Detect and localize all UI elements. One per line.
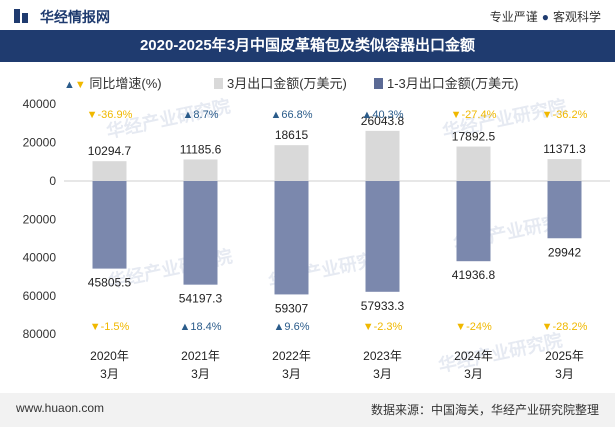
- growth-ytd-label: ▼-2.3%: [363, 321, 403, 333]
- growth-march-label: ▲40.3%: [361, 109, 403, 121]
- ytd-value-label: 29942: [548, 245, 582, 259]
- growth-march-label: ▼-27.4%: [451, 109, 497, 121]
- ytd-value-label: 57933.3: [361, 299, 405, 313]
- tag-professional: 专业严谨: [489, 10, 538, 24]
- bar-ytd: [365, 181, 400, 292]
- footer-url: www.huaon.com: [16, 401, 105, 415]
- separator-dot-icon: ●: [541, 10, 549, 24]
- ytd-value-label: 59307: [275, 301, 309, 315]
- x-tick-label: 2024年: [454, 349, 493, 363]
- x-tick-label: 3月: [282, 367, 301, 381]
- chart-legend: ▲▼ 同比增速(%) 3月出口金额(万美元) 1-3月出口金额(万美元): [0, 73, 615, 95]
- y-tick-label: 40000: [23, 251, 57, 265]
- legend-growth: ▲▼ 同比增速(%): [64, 73, 162, 92]
- bar-march: [274, 145, 309, 181]
- x-tick-label: 2023年: [363, 349, 402, 363]
- bar-march: [183, 159, 218, 181]
- ytd-value-label: 54197.3: [179, 292, 223, 306]
- legend-growth-label: 同比增速(%): [89, 76, 162, 91]
- bar-march: [92, 161, 127, 181]
- growth-march-label: ▲66.8%: [270, 109, 312, 121]
- ytd-value-label: 41936.8: [452, 268, 496, 282]
- triangle-up-icon: ▲: [64, 79, 75, 91]
- x-tick-label: 3月: [464, 367, 483, 381]
- march-value-label: 10294.7: [88, 144, 132, 158]
- chart-title: 2020-2025年3月中国皮革箱包及类似容器出口金额: [0, 30, 615, 62]
- growth-ytd-label: ▲9.6%: [274, 321, 310, 333]
- march-value-label: 26043.8: [361, 114, 405, 128]
- brand-logo-icon: [14, 9, 28, 23]
- footer: www.huaon.com 数据来源：中国海关，华经产业研究院整理: [0, 393, 615, 427]
- bar-ytd: [547, 181, 582, 239]
- top-bar: 华经情报网 专业严谨 ● 客观科学: [0, 0, 615, 30]
- y-tick-label: 20000: [23, 136, 57, 150]
- legend-march-swatch: [214, 78, 223, 89]
- growth-march-label: ▲8.7%: [183, 109, 219, 121]
- triangle-down-icon: ▼: [74, 79, 86, 91]
- bar-ytd: [456, 181, 491, 262]
- march-value-label: 11185.6: [180, 142, 222, 156]
- x-tick-label: 2022年: [272, 349, 311, 363]
- x-tick-label: 3月: [373, 367, 392, 381]
- x-tick-label: 2025年: [545, 349, 584, 363]
- legend-ytd-label: 1-3月出口金额(万美元): [387, 76, 519, 91]
- growth-march-label: ▼-36.2%: [542, 109, 588, 121]
- growth-march-label: ▼-36.9%: [87, 109, 133, 121]
- legend-ytd-swatch: [374, 78, 383, 89]
- march-value-label: 17892.5: [452, 130, 496, 144]
- header-tags: 专业严谨 ● 客观科学: [490, 8, 601, 25]
- growth-ytd-label: ▼-24%: [455, 321, 492, 333]
- x-tick-label: 3月: [100, 367, 119, 381]
- footer-source: 数据来源：中国海关，华经产业研究院整理: [370, 403, 599, 417]
- bar-march: [547, 159, 582, 181]
- march-value-label: 18615: [275, 128, 309, 142]
- tag-objective: 客观科学: [552, 10, 601, 24]
- x-tick-label: 3月: [191, 367, 210, 381]
- legend-march: 3月出口金额(万美元): [214, 73, 347, 92]
- bar-ytd: [183, 181, 218, 285]
- x-tick-label: 3月: [555, 367, 574, 381]
- bar-march: [456, 146, 491, 181]
- y-tick-label: 0: [49, 174, 56, 188]
- bar-ytd: [92, 181, 127, 269]
- march-value-label: 11371.3: [543, 142, 586, 156]
- ytd-value-label: 45805.5: [88, 276, 132, 290]
- y-tick-label: 80000: [23, 327, 57, 341]
- bar-ytd: [274, 181, 309, 295]
- y-tick-label: 60000: [23, 289, 57, 303]
- bar-march: [365, 130, 400, 181]
- y-tick-label: 40000: [23, 97, 57, 111]
- y-tick-label: 20000: [23, 212, 57, 226]
- growth-ytd-label: ▼-28.2%: [542, 321, 588, 333]
- growth-ytd-label: ▲18.4%: [179, 321, 221, 333]
- legend-ytd: 1-3月出口金额(万美元): [374, 73, 518, 92]
- legend-march-label: 3月出口金额(万美元): [227, 76, 347, 91]
- x-tick-label: 2021年: [181, 349, 220, 363]
- growth-ytd-label: ▼-1.5%: [90, 321, 130, 333]
- brand-name: 华经情报网: [40, 9, 110, 25]
- x-tick-label: 2020年: [90, 349, 129, 363]
